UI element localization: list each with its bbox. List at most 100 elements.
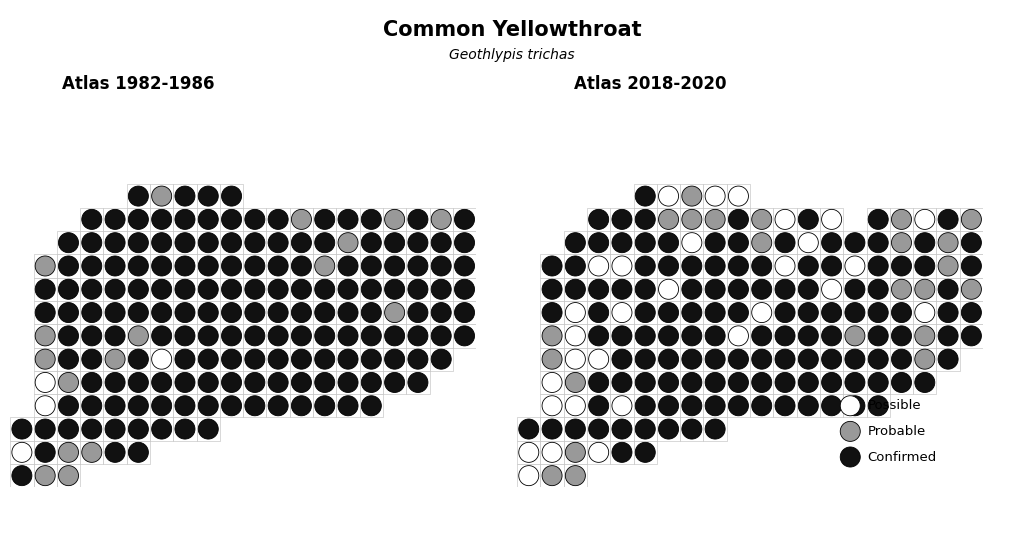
Circle shape [35,372,55,392]
Circle shape [728,256,749,276]
Circle shape [314,396,335,416]
Circle shape [542,419,562,439]
Circle shape [199,372,218,392]
Circle shape [338,302,358,323]
Bar [773,231,797,254]
Bar [703,394,727,418]
Circle shape [706,256,725,276]
Bar [634,440,657,464]
Circle shape [128,396,148,416]
Bar [844,301,866,324]
Circle shape [361,349,381,369]
Circle shape [385,372,404,392]
Bar [151,371,173,394]
Circle shape [706,419,725,439]
Bar [290,208,313,231]
Bar [610,254,634,278]
Circle shape [361,326,381,346]
Bar [563,440,587,464]
Bar [634,278,657,301]
Bar [541,394,564,418]
Bar [797,394,820,418]
Bar [913,278,937,301]
Bar [937,348,959,371]
Circle shape [431,256,452,276]
Circle shape [612,210,632,229]
Circle shape [612,396,632,416]
Circle shape [914,372,935,392]
Circle shape [775,302,795,323]
Bar [220,208,244,231]
Bar [727,348,750,371]
Bar [220,394,244,418]
Bar [266,324,290,348]
Circle shape [565,256,586,276]
Circle shape [706,280,725,299]
Bar [103,324,127,348]
Bar [797,371,820,394]
Bar [197,254,220,278]
Circle shape [105,210,125,229]
Bar [680,254,703,278]
Bar [57,231,80,254]
Bar [359,348,383,371]
Circle shape [245,372,265,392]
Bar [220,324,244,348]
Circle shape [245,349,265,369]
Bar [890,371,913,394]
Circle shape [408,233,428,253]
Circle shape [589,372,608,392]
Bar [587,278,610,301]
Circle shape [58,372,79,392]
Circle shape [821,372,842,392]
Bar [913,371,937,394]
Bar [313,208,336,231]
Bar [151,254,173,278]
Circle shape [82,419,101,439]
Circle shape [658,349,679,369]
Circle shape [799,256,818,276]
Circle shape [152,210,172,229]
Bar [657,348,680,371]
Bar [173,371,197,394]
Bar [634,208,657,231]
Circle shape [152,326,172,346]
Bar [151,394,173,418]
Circle shape [728,349,749,369]
Circle shape [82,349,101,369]
Bar [680,301,703,324]
Bar [634,301,657,324]
Bar [657,301,680,324]
Bar [610,324,634,348]
Circle shape [706,302,725,323]
Circle shape [682,396,701,416]
Bar [453,254,476,278]
Bar [797,254,820,278]
Circle shape [938,280,958,299]
Bar [313,324,336,348]
Circle shape [199,256,218,276]
Circle shape [268,326,288,346]
Circle shape [408,210,428,229]
Circle shape [175,210,195,229]
Circle shape [292,280,311,299]
Bar [127,348,151,371]
Circle shape [408,326,428,346]
Circle shape [221,372,242,392]
Bar [844,278,866,301]
Circle shape [635,396,655,416]
Bar [680,394,703,418]
Circle shape [152,233,172,253]
Circle shape [845,256,865,276]
Circle shape [431,326,452,346]
Circle shape [268,396,288,416]
Circle shape [361,372,381,392]
Circle shape [635,442,655,462]
Bar [610,278,634,301]
Bar [680,231,703,254]
Bar [820,254,844,278]
Bar [820,301,844,324]
Circle shape [292,210,311,229]
Bar [820,278,844,301]
Circle shape [128,419,148,439]
